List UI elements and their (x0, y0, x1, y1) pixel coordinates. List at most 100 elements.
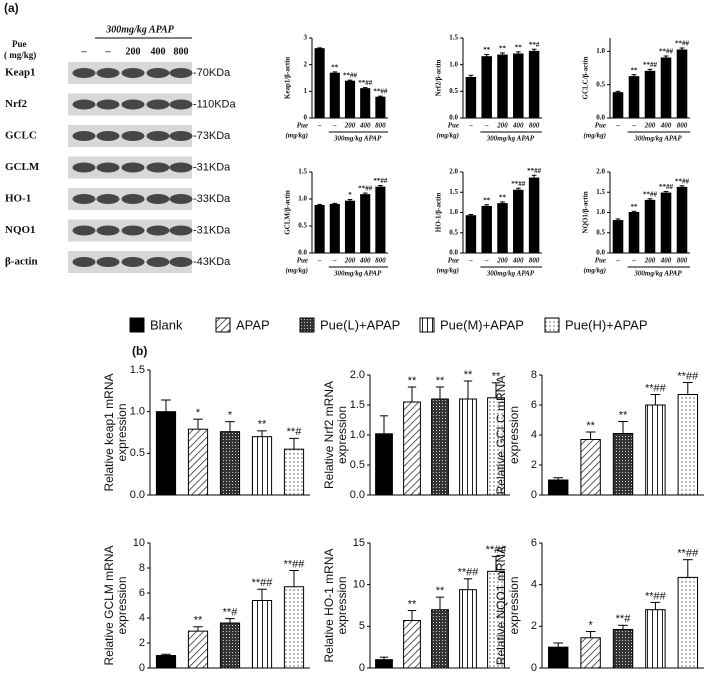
blot-band (169, 257, 193, 267)
significance-label: ** (631, 66, 639, 74)
y-tick-label: 0 (139, 662, 145, 674)
blot-band (146, 225, 170, 236)
y-tick-label: 1.5 (298, 168, 307, 176)
x-axis-label: (mg/kg) (285, 132, 308, 140)
y-tick-label: 1.5 (449, 188, 458, 196)
significance-label: ** (331, 63, 339, 71)
blot-band (146, 257, 170, 267)
x-axis-label: (mg/kg) (583, 132, 606, 140)
bar (547, 646, 569, 669)
significance-label: **## (643, 190, 658, 198)
significance-label: ** (499, 194, 507, 202)
y-axis-label: Relative Nrf2 mRNA (322, 381, 336, 489)
panel-label: (a) (4, 1, 19, 15)
y-tick-label: 3 (304, 34, 308, 42)
y-tick-label: 6 (139, 587, 145, 599)
y-axis-label: expression (507, 406, 521, 464)
bar (459, 398, 477, 496)
x-tick-label: – (332, 122, 337, 130)
x-tick-label: – (468, 257, 473, 265)
bar (375, 433, 393, 496)
bar (219, 431, 241, 496)
bar (612, 628, 634, 669)
group-label: 300mg/kg APAP (486, 135, 535, 143)
y-tick-label: 1.5 (596, 188, 605, 196)
y-tick-label: 0 (359, 662, 365, 674)
bar (612, 433, 634, 496)
x-tick-label: – (317, 257, 322, 265)
blot-band (169, 99, 193, 110)
significance-label: ** (436, 375, 445, 387)
x-tick-label: 800 (677, 257, 688, 265)
significance-label: **# (616, 613, 632, 625)
significance-label: * (228, 410, 233, 422)
y-tick-label: 0.0 (596, 114, 605, 122)
y-tick-label: 6 (531, 399, 537, 411)
y-tick-label: 2.0 (350, 369, 365, 381)
pue-label: Pue (12, 39, 27, 49)
x-tick-label: – (631, 257, 636, 265)
y-axis-label: Relative keap1 mRNA (102, 373, 116, 491)
y-tick-label: 0.0 (449, 249, 458, 257)
blot-band (96, 131, 120, 141)
significance-label: **## (643, 61, 658, 69)
bar (283, 448, 305, 496)
bar (465, 215, 477, 254)
legend-swatch (544, 317, 560, 333)
bar (329, 203, 340, 254)
y-tick-label: 1.0 (298, 195, 307, 203)
bar (155, 655, 177, 669)
x-axis-label: (mg/kg) (285, 267, 308, 275)
significance-label: **## (284, 558, 306, 570)
bar (528, 177, 540, 254)
blot-band (121, 257, 145, 267)
x-axis-label: Pue (448, 122, 459, 130)
x-axis-label: Pue (595, 257, 606, 265)
bar (431, 609, 449, 669)
y-tick-label: 0.0 (350, 489, 365, 501)
bar (660, 57, 672, 119)
x-tick-label: 200 (344, 257, 356, 265)
y-tick-label: 0.5 (596, 228, 605, 236)
legend-label: Blank (150, 317, 183, 332)
y-tick-label: 0.5 (130, 447, 145, 459)
y-axis-label: expression (335, 406, 349, 464)
blot-band (121, 194, 145, 204)
y-tick-label: 0 (531, 662, 537, 674)
significance-label: ** (492, 371, 501, 383)
x-tick-label: – (317, 122, 322, 130)
x-tick-label: 400 (359, 122, 371, 130)
bar (403, 620, 421, 669)
y-tick-label: 0.5 (350, 459, 365, 471)
legend-swatch (299, 317, 315, 333)
blot-band (169, 131, 193, 141)
x-tick-label: – (468, 122, 473, 130)
blot-band (169, 225, 193, 236)
significance-label: **## (458, 567, 480, 579)
bar (187, 630, 209, 669)
significance-label: ** (408, 375, 417, 387)
panel-label: (b) (132, 344, 147, 358)
x-tick-label: 400 (512, 257, 524, 265)
significance-label: ** (586, 420, 595, 432)
bar (251, 600, 273, 669)
y-axis-label: NQO1/β-actin (582, 191, 590, 233)
significance-label: * (348, 191, 352, 199)
blot-band (96, 162, 120, 173)
y-tick-label: 0.5 (596, 80, 605, 88)
size-label: -73KDa (193, 130, 231, 142)
blot-band (72, 68, 96, 78)
bar (628, 76, 640, 119)
y-tick-label: 2.0 (596, 168, 605, 176)
bar (644, 70, 656, 119)
x-tick-label: 400 (359, 257, 371, 265)
legend-label: APAP (236, 317, 270, 332)
significance-label: ** (499, 45, 507, 53)
y-tick-label: 1.0 (449, 60, 458, 68)
x-tick-label: 800 (529, 122, 540, 130)
legend-label: Pue(M)+APAP (440, 317, 524, 332)
significance-label: **## (511, 180, 526, 188)
significance-label: **# (529, 41, 540, 49)
bar (459, 589, 477, 669)
